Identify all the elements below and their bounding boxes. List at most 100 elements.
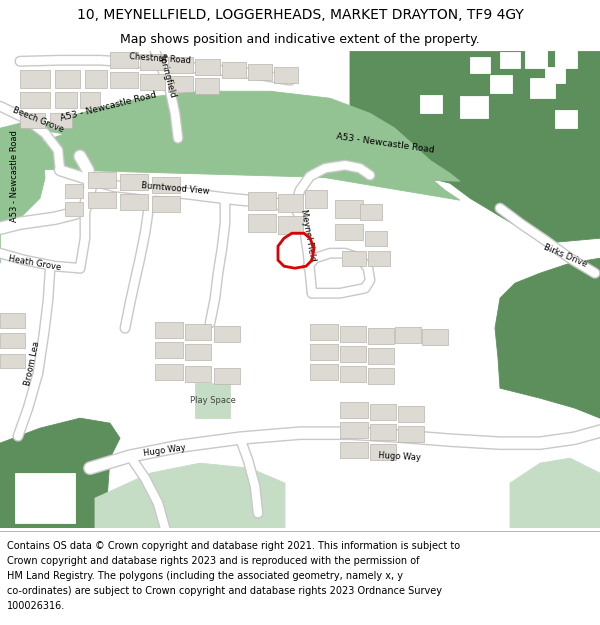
Text: Beech Grove: Beech Grove: [11, 106, 65, 134]
Text: Burntwood View: Burntwood View: [140, 181, 209, 196]
Polygon shape: [340, 422, 368, 438]
Text: Crown copyright and database rights 2023 and is reproduced with the permission o: Crown copyright and database rights 2023…: [7, 556, 420, 566]
Polygon shape: [55, 92, 77, 108]
Polygon shape: [88, 192, 116, 208]
Polygon shape: [340, 402, 368, 418]
Text: 100026316.: 100026316.: [7, 601, 65, 611]
Polygon shape: [340, 346, 366, 362]
Polygon shape: [0, 418, 120, 528]
Polygon shape: [152, 196, 180, 212]
Polygon shape: [395, 327, 421, 343]
Polygon shape: [152, 177, 180, 193]
Polygon shape: [368, 251, 390, 266]
Polygon shape: [222, 62, 246, 78]
Polygon shape: [340, 442, 368, 458]
Polygon shape: [398, 426, 424, 442]
Polygon shape: [274, 68, 298, 83]
Polygon shape: [195, 383, 230, 418]
Polygon shape: [278, 216, 303, 234]
Polygon shape: [422, 329, 448, 345]
Polygon shape: [370, 404, 396, 420]
Text: Heath Grove: Heath Grove: [8, 254, 62, 272]
Polygon shape: [20, 70, 50, 88]
Text: co-ordinates) are subject to Crown copyright and database rights 2023 Ordnance S: co-ordinates) are subject to Crown copyr…: [7, 586, 442, 596]
Polygon shape: [495, 258, 600, 418]
Polygon shape: [370, 444, 396, 460]
Text: HM Land Registry. The polygons (including the associated geometry, namely x, y: HM Land Registry. The polygons (includin…: [7, 571, 403, 581]
Polygon shape: [0, 313, 25, 328]
Text: A53 - Newcastle Road: A53 - Newcastle Road: [10, 130, 20, 222]
Polygon shape: [168, 76, 193, 92]
Polygon shape: [305, 190, 327, 208]
Polygon shape: [185, 324, 211, 340]
Polygon shape: [65, 202, 83, 216]
Polygon shape: [335, 224, 363, 240]
Polygon shape: [460, 96, 488, 118]
Polygon shape: [110, 52, 138, 68]
Polygon shape: [185, 366, 211, 382]
Polygon shape: [525, 50, 547, 68]
Polygon shape: [155, 322, 183, 338]
Polygon shape: [110, 72, 138, 88]
Polygon shape: [248, 192, 276, 210]
Polygon shape: [50, 113, 72, 128]
Polygon shape: [55, 70, 80, 88]
Polygon shape: [360, 204, 382, 220]
Polygon shape: [470, 58, 490, 73]
Polygon shape: [155, 342, 183, 358]
Polygon shape: [20, 113, 45, 128]
Polygon shape: [140, 74, 165, 90]
Polygon shape: [248, 64, 272, 80]
Text: A53 - Newcastle Road: A53 - Newcastle Road: [335, 132, 434, 154]
Polygon shape: [310, 364, 338, 380]
Polygon shape: [420, 95, 442, 113]
Polygon shape: [85, 70, 107, 88]
Polygon shape: [65, 184, 83, 198]
Polygon shape: [195, 59, 220, 75]
Text: Chestnut Road: Chestnut Road: [129, 52, 191, 65]
Text: Hugo Way: Hugo Way: [143, 442, 187, 458]
Polygon shape: [120, 174, 148, 190]
Polygon shape: [310, 324, 338, 340]
Polygon shape: [140, 54, 165, 70]
Polygon shape: [195, 78, 219, 94]
Polygon shape: [555, 110, 577, 128]
Polygon shape: [500, 52, 520, 68]
Text: Springfield: Springfield: [157, 53, 177, 99]
Polygon shape: [80, 92, 100, 108]
Polygon shape: [370, 424, 396, 440]
Polygon shape: [0, 354, 25, 368]
Polygon shape: [365, 231, 387, 246]
Text: Birks Drive: Birks Drive: [542, 243, 588, 269]
Polygon shape: [248, 214, 276, 232]
Polygon shape: [398, 406, 424, 422]
Polygon shape: [310, 344, 338, 360]
Polygon shape: [368, 348, 394, 364]
Text: Contains OS data © Crown copyright and database right 2021. This information is : Contains OS data © Crown copyright and d…: [7, 541, 460, 551]
Polygon shape: [350, 51, 600, 243]
Polygon shape: [88, 173, 116, 188]
Text: 10, MEYNELLFIELD, LOGGERHEADS, MARKET DRAYTON, TF9 4GY: 10, MEYNELLFIELD, LOGGERHEADS, MARKET DR…: [77, 8, 523, 22]
Polygon shape: [0, 333, 25, 348]
Polygon shape: [510, 458, 600, 528]
Polygon shape: [155, 364, 183, 380]
Polygon shape: [214, 368, 240, 384]
Polygon shape: [342, 251, 366, 266]
Polygon shape: [0, 91, 460, 200]
Polygon shape: [530, 78, 555, 98]
Text: Map shows position and indicative extent of the property.: Map shows position and indicative extent…: [120, 34, 480, 46]
Polygon shape: [545, 68, 565, 83]
Polygon shape: [214, 326, 240, 342]
Polygon shape: [555, 50, 577, 68]
Polygon shape: [168, 58, 193, 73]
Polygon shape: [368, 368, 394, 384]
Polygon shape: [340, 326, 366, 342]
Polygon shape: [95, 463, 285, 528]
Text: Play Space: Play Space: [190, 396, 236, 404]
Polygon shape: [15, 473, 75, 523]
Polygon shape: [20, 92, 50, 108]
Polygon shape: [335, 200, 363, 218]
Polygon shape: [340, 366, 366, 382]
Text: Meynel Field: Meynel Field: [299, 209, 317, 262]
Text: A53 - Newcastle Road: A53 - Newcastle Road: [59, 90, 157, 123]
